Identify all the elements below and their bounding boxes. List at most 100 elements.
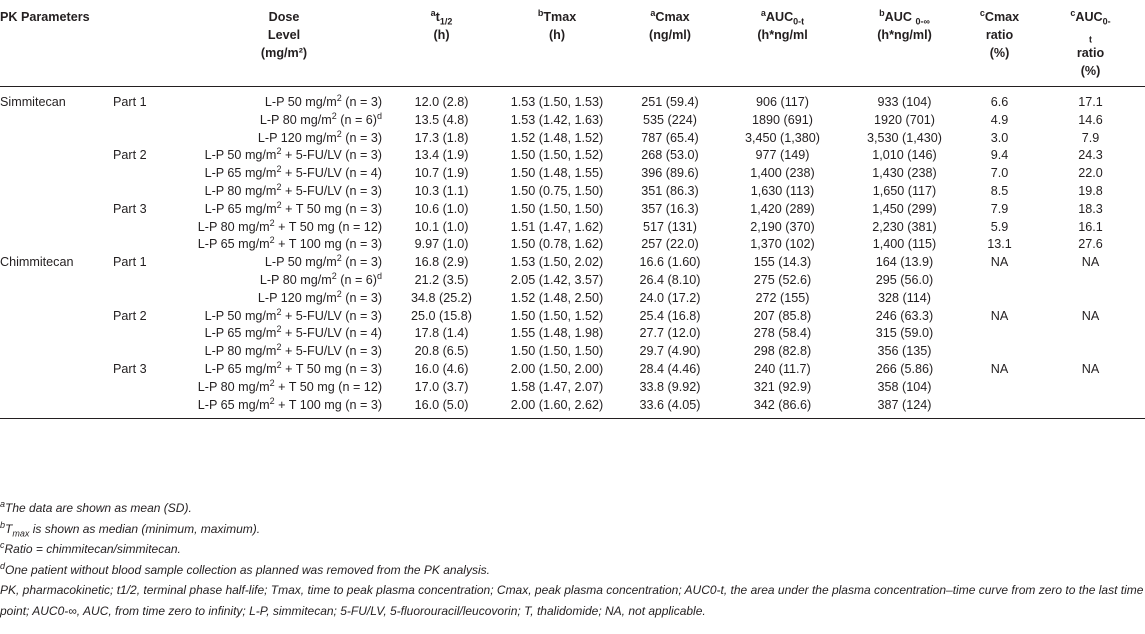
part-cell: Part 3 (113, 201, 147, 216)
thalf-cell: 20.8 (6.5) (414, 344, 469, 359)
auc-0-inf-cell: 1,010 (146) (872, 148, 937, 163)
drug-cell (0, 379, 113, 397)
cmax-cell: 396 (89.6) (641, 166, 699, 181)
drug-cell (0, 308, 113, 326)
tmax-cell: 2.00 (1.50, 2.00) (510, 361, 604, 376)
footnote-b: bTmax is shown as median (minimum, maxim… (0, 519, 261, 538)
cmax-ratio-cell: NA (990, 255, 1009, 270)
drug-cell (0, 272, 113, 290)
tmax-cell: 1.50 (1.50, 1.50) (510, 344, 604, 359)
tmax-cell: 1.50 (1.50, 1.52) (510, 148, 604, 163)
auc-0-t-cell: 1,370 (102) (750, 237, 815, 252)
cmax-ratio-cell (963, 396, 1037, 420)
thalf-cell: 10.7 (1.9) (414, 166, 469, 181)
table-header-row: PK Parameters Dose Level (mg/m²) at1/2 (… (0, 8, 1145, 87)
header-auc-0-t: aAUC0-t (h*ng/ml (719, 8, 847, 87)
auc-0-t-cell: 298 (82.8) (753, 344, 812, 359)
table-row: Part 2 L-P 50 mg/m2 + 5-FU/LV (n = 3) 25.0… (0, 307, 1145, 326)
cmax-cell: 27.7 (12.0) (639, 326, 701, 341)
table-row: L-P 80 mg/m2 + T 50 mg (n = 12) 17.0 (3.7… (0, 377, 1145, 397)
cmax-ratio-cell (963, 343, 1036, 361)
table-row: Simmitecan Part 1 L-P 50 mg/m2 (n = 3) 12.0… (0, 87, 1145, 112)
cmax-cell: 357 (16.3) (641, 201, 699, 216)
dose-cell: L-P 65 mg/m2 + T 100 mg (n = 3) (197, 235, 383, 252)
header-dose-level: Dose Level (mg/m²) (178, 8, 391, 87)
tmax-cell: 1.50 (0.78, 1.62) (510, 237, 604, 252)
auc-0-t-cell: 906 (117) (756, 95, 809, 109)
thalf-cell: 17.8 (1.4) (414, 326, 469, 341)
cmax-ratio-cell: 8.5 (990, 183, 1009, 198)
part-cell (113, 130, 178, 148)
drug-cell (0, 112, 113, 130)
auc-0-t-cell: 1,630 (113) (750, 183, 815, 198)
tmax-cell: 1.52 (1.48, 2.50) (510, 290, 604, 305)
auc-ratio-cell: NA (1081, 361, 1100, 376)
part-cell (113, 112, 178, 130)
cmax-cell: 29.7 (4.90) (639, 344, 701, 359)
tmax-cell: 1.50 (1.50, 1.50) (510, 201, 604, 216)
part-cell: Part 1 (113, 95, 147, 109)
dose-cell: L-P 65 mg/m2 + 5-FU/LV (n = 4) (204, 164, 383, 181)
auc-ratio-cell (1036, 325, 1145, 343)
cmax-ratio-cell: 5.9 (990, 219, 1009, 234)
drug-cell (0, 219, 113, 237)
drug-cell: Chimmitecan (0, 255, 74, 270)
dose-cell: L-P 80 mg/m2 + T 50 mg (n = 12) (197, 217, 383, 234)
auc-0-inf-cell: 1,400 (115) (872, 237, 937, 252)
table-row: L-P 80 mg/m2 + 5-FU/LV (n = 3) 10.3 (1.1)… (0, 182, 1145, 201)
auc-0-inf-cell: 246 (63.3) (875, 308, 934, 323)
part-cell (113, 236, 178, 254)
cmax-ratio-cell (963, 290, 1036, 308)
auc-0-t-cell: 275 (52.6) (753, 272, 812, 287)
header-auc-ratio: cAUC0- t ratio (%) (1036, 8, 1145, 87)
table-row: L-P 80 mg/m2 + 5-FU/LV (n = 3) 20.8 (6.5)… (0, 341, 1145, 361)
dose-cell: L-P 80 mg/m2 + 5-FU/LV (n = 3) (204, 341, 383, 359)
auc-0-inf-cell: 328 (114) (878, 290, 931, 305)
part-cell (113, 272, 178, 290)
auc-0-t-cell: 1,400 (238) (750, 166, 815, 181)
auc-0-inf-cell: 2,230 (381) (872, 219, 937, 234)
dose-cell: L-P 50 mg/m2 (n = 3) (264, 92, 383, 109)
dose-cell: L-P 120 mg/m2 (n = 3) (257, 288, 383, 305)
cmax-ratio-cell (963, 272, 1036, 290)
cmax-cell: 517 (131) (643, 219, 697, 234)
auc-ratio-cell (1036, 290, 1145, 308)
cmax-ratio-cell: 7.0 (990, 166, 1009, 181)
dose-cell: L-P 65 mg/m2 + T 50 mg (n = 3) (204, 359, 383, 376)
auc-0-t-cell: 155 (14.3) (753, 255, 812, 270)
table-row: L-P 65 mg/m2 + T 100 mg (n = 3) 9.97 (1.0… (0, 236, 1145, 254)
auc-0-inf-cell: 356 (135) (877, 344, 932, 359)
pk-parameters-table: PK Parameters Dose Level (mg/m²) at1/2 (… (0, 8, 1145, 420)
drug-cell (0, 343, 113, 361)
cmax-ratio-cell (963, 325, 1036, 343)
cmax-ratio-cell: 6.6 (990, 95, 1009, 109)
part-cell (113, 183, 178, 201)
thalf-cell: 17.3 (1.8) (414, 130, 469, 145)
cmax-ratio-cell: 4.9 (990, 112, 1009, 127)
tmax-cell: 1.51 (1.47, 1.62) (510, 219, 604, 234)
cmax-cell: 26.4 (8.10) (639, 272, 701, 287)
table-row: L-P 80 mg/m2 (n = 6)d 21.2 (3.5) 2.05 (1.4… (0, 271, 1145, 290)
dose-cell: L-P 80 mg/m2 + T 50 mg (n = 12) (197, 377, 383, 394)
auc-0-inf-cell: 315 (59.0) (875, 326, 934, 341)
auc-0-inf-cell: 164 (13.9) (875, 255, 934, 270)
drug-cell (0, 201, 113, 219)
drug-cell (0, 361, 113, 379)
header-tmax: bTmax (h) (493, 8, 622, 87)
auc-ratio-cell (1036, 272, 1145, 290)
auc-0-inf-cell: 3,530 (1,430) (867, 130, 942, 145)
auc-ratio-cell (1036, 396, 1145, 420)
auc-ratio-cell (1036, 379, 1145, 397)
thalf-cell: 10.1 (1.0) (414, 219, 469, 234)
auc-0-t-cell: 240 (11.7) (754, 361, 811, 376)
tmax-cell: 1.55 (1.48, 1.98) (510, 326, 604, 341)
tmax-cell: 1.53 (1.50, 1.53) (510, 95, 604, 109)
auc-0-inf-cell: 1,650 (117) (872, 183, 937, 198)
thalf-cell: 13.5 (4.8) (414, 112, 469, 127)
cmax-ratio-cell: 9.4 (990, 148, 1009, 163)
thalf-cell: 25.0 (15.8) (411, 308, 472, 323)
auc-0-t-cell: 207 (85.8) (753, 308, 812, 323)
header-thalf: at1/2 (h) (390, 8, 494, 87)
auc-0-t-cell: 3,450 (1,380) (745, 130, 820, 145)
